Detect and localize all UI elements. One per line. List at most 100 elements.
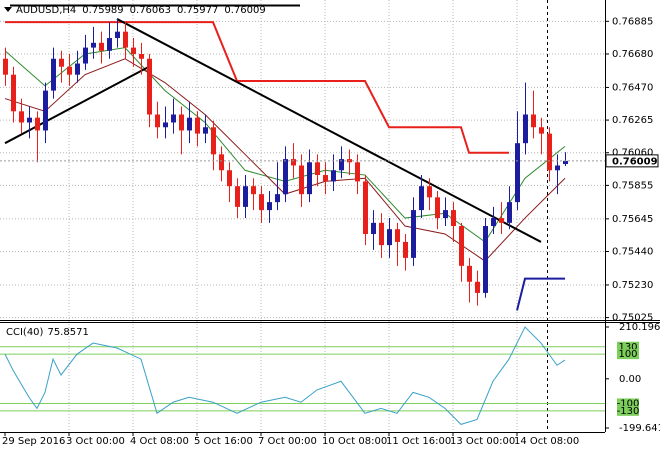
candle-body: [51, 58, 56, 91]
candle-body: [139, 53, 144, 59]
candle-body: [427, 186, 432, 198]
y-tick-label: 0.76470: [612, 82, 653, 93]
candle-body: [411, 210, 416, 258]
x-tick-label: 11 Oct 16:00: [386, 436, 451, 447]
candle-body: [3, 58, 8, 75]
level-box: [617, 398, 639, 409]
level-label: -130: [617, 406, 640, 417]
current-price-label: 0.76009: [612, 156, 658, 167]
candle-body: [275, 194, 280, 203]
candle-body: [19, 111, 24, 123]
dropdown-icon: [4, 7, 12, 12]
candle-body: [403, 241, 408, 258]
y-tick-label: -199.641: [619, 423, 660, 434]
y-tick-label: 0.75645: [612, 214, 653, 225]
x-tick-label: 14 Oct 08:00: [514, 436, 579, 447]
candle-body: [91, 42, 96, 48]
candle-body: [387, 229, 392, 246]
candle-body: [235, 186, 240, 207]
candle-body: [59, 58, 64, 67]
candle-body: [115, 31, 120, 39]
indicator-name: CCI(40): [6, 327, 44, 338]
candle-body: [523, 114, 528, 144]
candle-body: [539, 127, 544, 134]
x-tick-label: 7 Oct 00:00: [258, 436, 317, 447]
candle-body: [323, 175, 328, 182]
candle-body: [371, 222, 376, 234]
x-tick-label: 29 Sep 2016: [2, 436, 65, 447]
candle-body: [75, 63, 80, 75]
candle-body: [43, 90, 48, 131]
candle-body: [251, 186, 256, 195]
candle-body: [379, 222, 384, 246]
candle-body: [443, 210, 448, 219]
candle-body: [291, 159, 296, 166]
candle-body: [147, 58, 152, 115]
candle-body: [555, 165, 560, 171]
indicator-value: 75.8571: [47, 327, 88, 338]
candle-body: [307, 162, 312, 195]
candle-body: [451, 210, 456, 227]
y-tick-label: 0.76265: [612, 115, 653, 126]
candle-body: [315, 162, 320, 176]
candle-body: [11, 74, 16, 112]
candle-body: [171, 114, 176, 123]
candle-body: [155, 114, 160, 128]
indicator-line: [516, 277, 565, 311]
candle-body: [395, 229, 400, 242]
candle-body: [283, 159, 288, 195]
candle-body: [259, 194, 264, 211]
candle-body: [27, 117, 32, 123]
candle-body: [499, 218, 504, 223]
candle-body: [243, 186, 248, 207]
x-tick-label: 3 Oct 00:00: [66, 436, 125, 447]
level-label: 100: [618, 349, 637, 360]
y-tick-label: 0.00: [619, 374, 641, 385]
candle-body: [563, 160, 568, 165]
candle-body: [227, 170, 232, 187]
x-tick-label: 5 Oct 16:00: [194, 436, 253, 447]
indicator-line: [5, 21, 509, 154]
cci-line: [4, 326, 566, 425]
x-tick-label: 13 Oct 00:00: [450, 436, 515, 447]
candle-body: [35, 117, 40, 131]
ohlc-value: 0.76009: [224, 5, 265, 16]
y-tick-label: 0.76060: [612, 148, 653, 159]
candle-body: [203, 127, 208, 134]
chart-header: AUDUSD,H4 0.75989 0.76063 0.75977 0.76009: [16, 5, 266, 16]
indicator-title: CCI(40) 75.8571: [6, 327, 89, 338]
candle-body: [267, 202, 272, 211]
candle-body: [123, 31, 128, 48]
candle-body: [459, 226, 464, 266]
y-tick-label: 0.76680: [612, 49, 653, 60]
current-price-box: [605, 154, 659, 168]
candle-body: [83, 47, 88, 64]
candle-body: [67, 66, 72, 75]
candle-body: [515, 143, 520, 203]
candle-body: [163, 122, 168, 128]
indicator-line: [116, 18, 542, 243]
y-tick-label: 210.196: [619, 322, 660, 333]
candle-body: [99, 42, 104, 51]
y-tick-label: 0.75025: [612, 313, 653, 324]
candle-body: [419, 186, 424, 211]
candle-body: [491, 218, 496, 227]
candle-body: [339, 159, 344, 171]
candle-body: [435, 197, 440, 219]
y-tick-label: 0.75855: [612, 180, 653, 191]
candle-body: [507, 202, 512, 223]
ohlc-value: 0.76063: [130, 5, 171, 16]
x-tick-label: 4 Oct 08:00: [130, 436, 189, 447]
ohlc-value: 0.75989: [82, 5, 123, 16]
candle-body: [211, 127, 216, 155]
candle-body: [483, 226, 488, 293]
ohlc-value: 0.75977: [177, 5, 218, 16]
level-label: 130: [618, 342, 637, 353]
candle-body: [107, 38, 112, 51]
candle-body: [355, 162, 360, 182]
candle-body: [531, 114, 536, 128]
candle-body: [331, 170, 336, 182]
candle-body: [475, 281, 480, 293]
y-tick-label: 0.75440: [612, 247, 653, 258]
